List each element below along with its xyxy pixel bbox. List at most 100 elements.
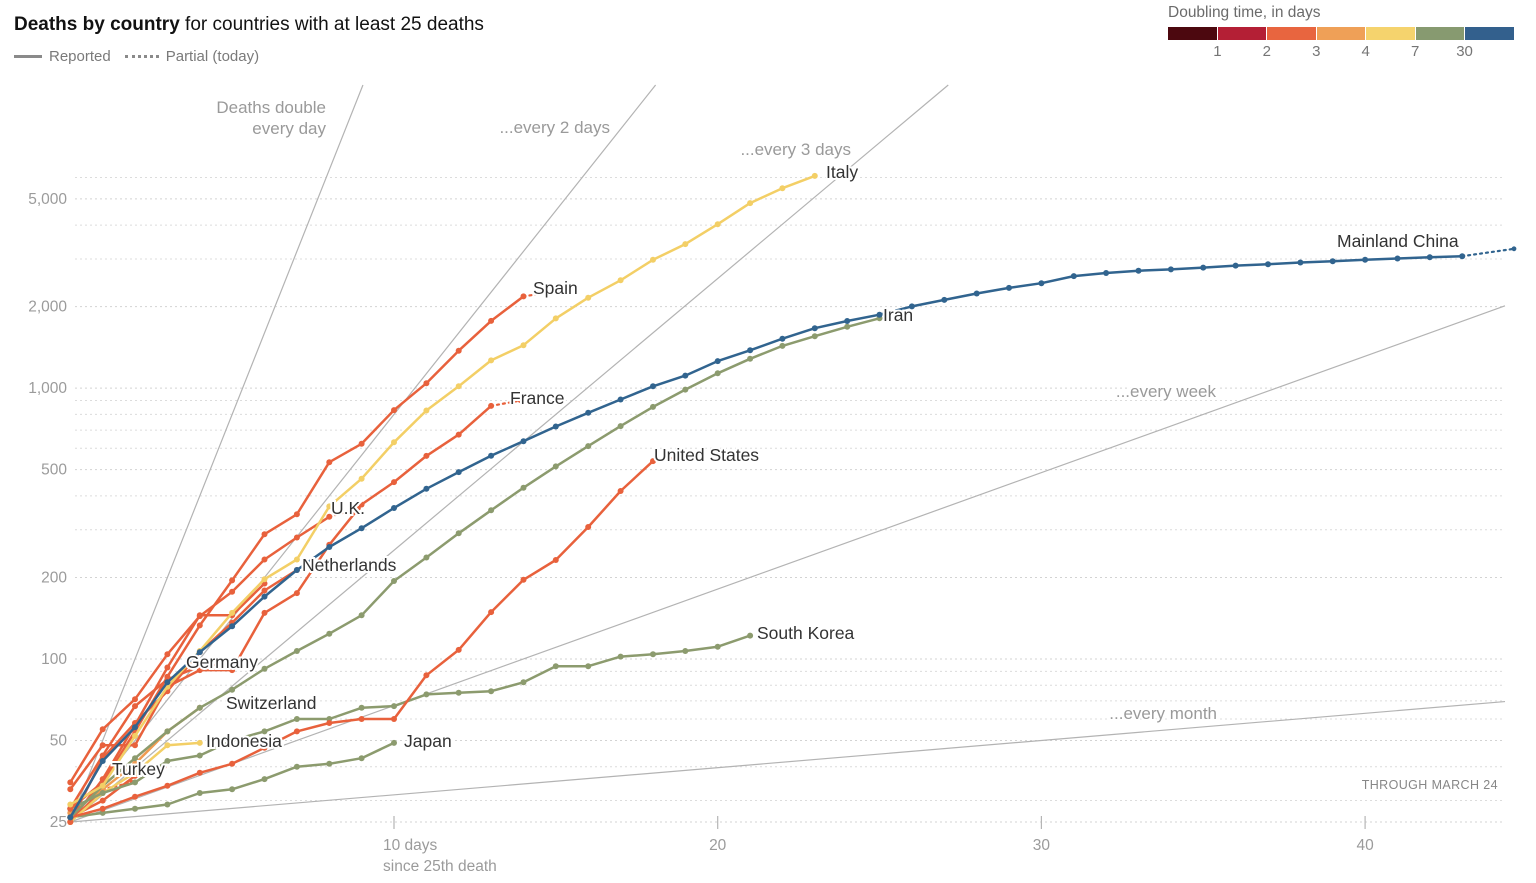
series-dot-france-12 (455, 431, 462, 438)
series-dot-italy-15 (552, 315, 559, 322)
series-dot-iran-10 (391, 578, 397, 584)
series-dot-uk-5 (229, 588, 236, 595)
series-dot-iran-6 (261, 665, 268, 672)
guide-line-3d (69, 84, 949, 823)
series-dot-south-korea-20 (714, 643, 721, 650)
series-dot-spain-0 (67, 805, 74, 812)
series-dot-spain-7 (293, 511, 300, 518)
series-dot-italy-22 (779, 185, 786, 192)
series-dot-france-10 (391, 479, 397, 486)
series-dot-iran-9 (358, 612, 365, 619)
series-dot-united-states-13 (488, 609, 495, 616)
series-dot-mainland-china-28 (973, 290, 980, 297)
series-partial-germany (198, 662, 230, 668)
series-dot-united-states-8 (326, 720, 333, 726)
series-dot-italy-14 (520, 342, 527, 349)
series-dot-spain-4 (196, 622, 203, 629)
y-label-1000: 1,000 (28, 380, 67, 397)
guide-label-2d-0: ...every 2 days (499, 118, 610, 137)
doubling-swatch-3 (1316, 27, 1366, 40)
y-label-100: 100 (41, 651, 67, 668)
series-dot-mainland-china-3 (164, 679, 171, 686)
dotted-line-icon (124, 55, 159, 58)
series-dot-united-states-5 (229, 760, 236, 767)
series-dot-japan-3 (164, 801, 171, 808)
series-dot-mainland-china-0 (67, 814, 74, 821)
series-dot-italy-23 (811, 172, 818, 179)
legend-partial-label: Partial (today) (165, 48, 260, 65)
series-dot-spain-11 (423, 380, 430, 387)
doubling-swatch-0 (1168, 27, 1217, 40)
series-partial-dot-spain (550, 289, 555, 295)
guide-line-2d (69, 84, 657, 823)
series-dot-italy-6 (261, 576, 268, 583)
series-dot-uk-4 (196, 613, 203, 620)
series-dot-mainland-china-24 (844, 318, 851, 324)
series-dot-indonesia-4 (196, 739, 203, 746)
country-label-united-states: United States (654, 445, 759, 465)
series-dot-uk-2 (132, 696, 138, 703)
series-dot-south-korea-2 (132, 779, 138, 786)
series-dot-mainland-china-32 (1103, 270, 1110, 276)
series-line-netherlands (69, 568, 299, 824)
series-dot-south-korea-21 (747, 632, 754, 639)
legend-partial: Partial (today) (124, 48, 260, 65)
series-dot-spain-8 (326, 459, 333, 466)
series-dot-mainland-china-2 (132, 724, 138, 731)
doubling-scale-ticks: 1 2 3 4 7 30 (1168, 43, 1514, 61)
series-dot-mainland-china-41 (1394, 255, 1401, 262)
series-dot-iran-24 (844, 323, 851, 330)
series-dot-south-korea-19 (682, 648, 689, 654)
series-partial-dot-united-states (679, 454, 685, 459)
series-dot-italy-17 (617, 277, 624, 284)
through-date-note: THROUGH MARCH 24 (1361, 778, 1498, 792)
series-dot-mainland-china-7 (293, 567, 300, 573)
series-dot-united-states-6 (261, 744, 268, 751)
series-partial-dot-germany (226, 661, 232, 667)
series-dot-united-states-10 (391, 716, 397, 722)
series-partial-spain (522, 290, 554, 298)
series-dot-france-2 (132, 742, 138, 749)
series-dot-iran-14 (520, 484, 527, 491)
series-dot-south-korea-13 (488, 688, 495, 695)
series-dot-iran-18 (650, 403, 656, 410)
doubling-tick-2: 2 (1262, 43, 1272, 60)
series-dot-mainland-china-40 (1362, 256, 1369, 263)
series-dot-spain-9 (358, 440, 365, 447)
guide-label-30d-0: ...every month (1109, 704, 1217, 723)
series-partial-uk (328, 507, 360, 518)
country-label-iran: Iran (883, 305, 913, 325)
series-dot-unlabeled-2-3 (164, 664, 171, 671)
series-dot-iran-13 (488, 507, 495, 514)
series-dot-mainland-china-36 (1232, 262, 1239, 269)
series-dot-south-korea-9 (358, 704, 365, 711)
series-dot-italy-13 (488, 357, 495, 364)
series-dot-mainland-china-30 (1038, 280, 1045, 287)
series-dot-france-6 (261, 609, 268, 616)
series-dot-spain-5 (229, 577, 236, 584)
series-dot-france-7 (293, 590, 300, 597)
doubling-swatch-1 (1217, 27, 1267, 40)
series-dot-iran-7 (293, 648, 300, 654)
series-dot-italy-1 (99, 782, 106, 789)
series-dot-south-korea-15 (552, 663, 559, 670)
series-dot-indonesia-3 (164, 742, 171, 749)
series-dot-united-states-12 (455, 646, 462, 653)
series-dot-japan-4 (196, 790, 203, 796)
country-label-mainland-china: Mainland China (1337, 231, 1459, 251)
series-dot-france-4 (196, 667, 203, 674)
series-dot-mainland-china-33 (1135, 267, 1142, 274)
series-dot-italy-19 (682, 241, 689, 248)
country-label-spain: Spain (533, 278, 578, 298)
line-style-legend: Reported Partial (today) (14, 48, 259, 65)
legend-reported: Reported (14, 48, 111, 65)
x-label-40: 40 (1356, 837, 1374, 854)
series-dot-mainland-china-37 (1265, 261, 1271, 268)
series-dot-spain-3 (164, 673, 171, 680)
country-label-italy: Italy (826, 162, 858, 182)
series-dot-iran-5 (229, 686, 236, 693)
series-dot-spain-10 (391, 407, 397, 414)
series-dot-mainland-china-17 (617, 396, 624, 403)
series-dot-mainland-china-25 (876, 311, 883, 318)
y-label-2000: 2,000 (28, 299, 67, 316)
